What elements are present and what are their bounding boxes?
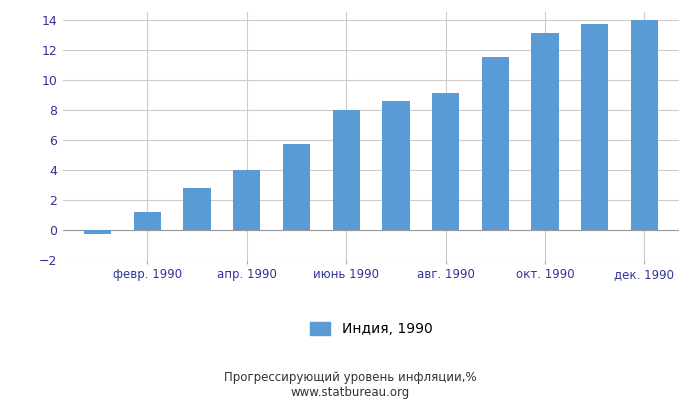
Bar xyxy=(382,101,410,230)
Bar xyxy=(581,24,608,230)
Bar xyxy=(183,188,211,230)
Bar xyxy=(134,212,161,230)
Bar xyxy=(482,57,509,230)
Text: www.statbureau.org: www.statbureau.org xyxy=(290,386,410,399)
Bar xyxy=(84,230,111,234)
Bar xyxy=(432,93,459,230)
Text: Прогрессирующий уровень инфляции,%: Прогрессирующий уровень инфляции,% xyxy=(224,372,476,384)
Bar xyxy=(283,144,310,230)
Bar xyxy=(531,33,559,230)
Bar xyxy=(631,20,658,230)
Bar xyxy=(233,170,260,230)
Legend: Индия, 1990: Индия, 1990 xyxy=(304,316,438,342)
Bar xyxy=(332,110,360,230)
